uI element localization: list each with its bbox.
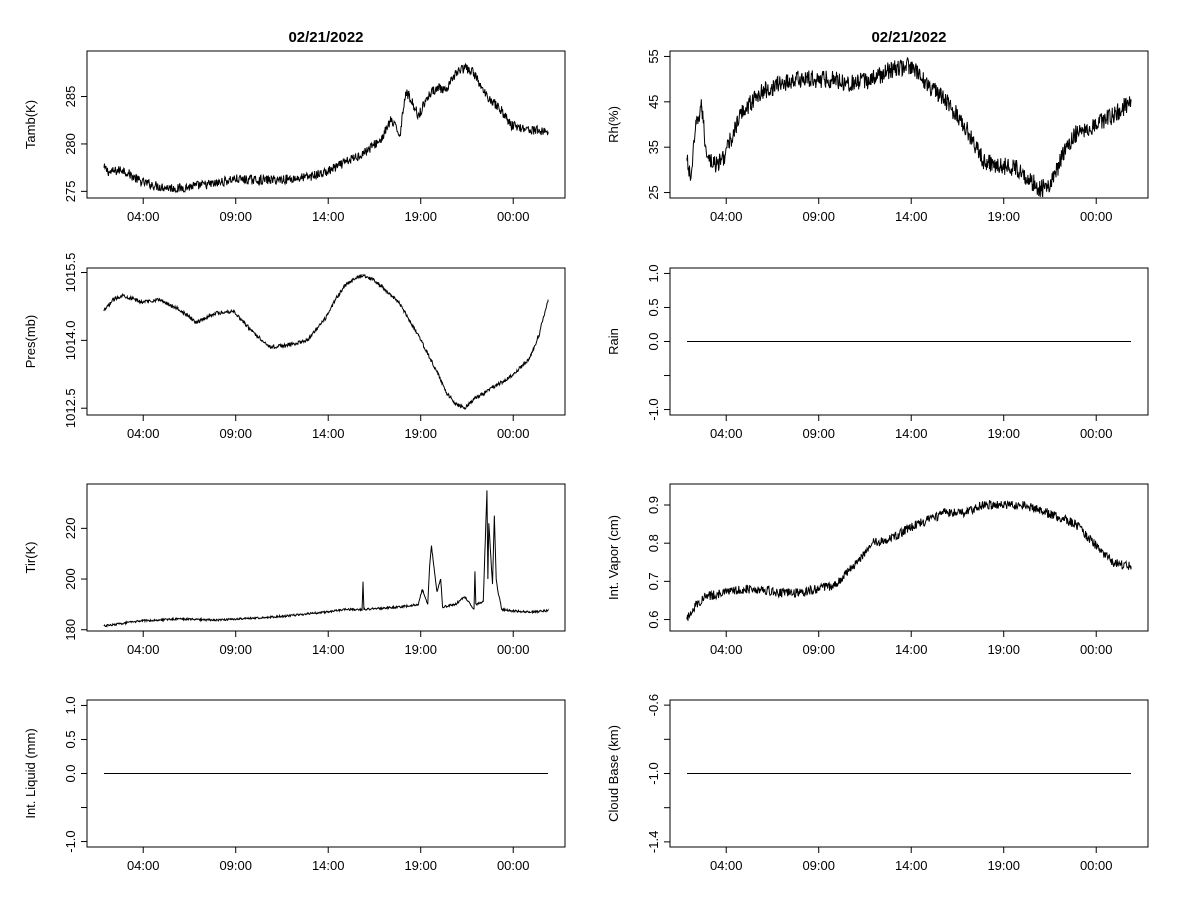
tir-x-tick-label: 19:00	[404, 642, 437, 657]
tir-plot-frame	[86, 483, 566, 632]
cloud-y-tick-label: -0.6	[646, 694, 661, 716]
liquid-y-tick-label: 0.0	[63, 764, 78, 782]
rh-y-tick-label: 45	[646, 95, 661, 109]
vapor-y-tick-label: 0.9	[646, 496, 661, 514]
rh-x-tick-label: 09:00	[802, 209, 835, 224]
rh-x-tick-label: 04:00	[710, 209, 743, 224]
vapor-y-tick-label: 0.8	[646, 534, 661, 552]
cloud-y-tick-label: -1.0	[646, 762, 661, 784]
pres-x-tick-label: 19:00	[404, 426, 437, 441]
rain-x-tick-label: 00:00	[1080, 426, 1113, 441]
rain-x-tick-label: 14:00	[895, 426, 928, 441]
tamb-x-tick-label: 00:00	[497, 209, 530, 224]
pres-y-tick-label: 1015.5	[63, 253, 78, 293]
tir-y-tick-label: 220	[63, 518, 78, 540]
pres-y-axis-label: Pres(mb)	[23, 315, 38, 368]
tamb-x-tick-label: 04:00	[127, 209, 160, 224]
vapor-x-tick-label: 14:00	[895, 642, 928, 657]
vapor-plot-frame	[669, 483, 1149, 632]
rain-y-tick-label: -1.0	[646, 398, 661, 420]
liquid-y-tick-label: 1.0	[63, 696, 78, 714]
vapor-y-tick-label: 0.7	[646, 572, 661, 590]
tamb-y-tick-label: 280	[63, 133, 78, 155]
vapor-x-tick-label: 00:00	[1080, 642, 1113, 657]
rain-y-tick-label: 0.0	[646, 332, 661, 350]
rh-title: 02/21/2022	[871, 29, 946, 46]
tir-x-tick-label: 00:00	[497, 642, 530, 657]
cloud-x-tick-label: 04:00	[710, 858, 743, 873]
rain-panel: 04:00 09:00 14:00 19:00 00:00 -1.0 0.0 0.5 1.0 Ra…	[606, 264, 1149, 441]
liquid-x-tick-label: 19:00	[404, 858, 437, 873]
tir-series-line	[103, 490, 549, 628]
vapor-x-tick-label: 04:00	[710, 642, 743, 657]
rh-y-tick-label: 35	[646, 140, 661, 154]
rain-x-tick-label: 09:00	[802, 426, 835, 441]
vapor-series-line	[686, 500, 1132, 621]
vapor-x-tick-label: 19:00	[987, 642, 1020, 657]
tir-y-tick-label: 200	[63, 568, 78, 590]
rh-x-tick-label: 19:00	[987, 209, 1020, 224]
liquid-x-tick-label: 09:00	[219, 858, 252, 873]
rh-panel: 04:00 09:00 14:00 19:00 00:00 25 35 45 55 Rh(%) 02…	[606, 29, 1149, 224]
pres-plot-frame	[86, 267, 566, 416]
pres-y-tick-label: 1014.0	[63, 320, 78, 360]
tamb-y-tick-label: 285	[63, 86, 78, 108]
rain-y-axis-label: Rain	[606, 328, 621, 355]
cloud-x-tick-label: 09:00	[802, 858, 835, 873]
tir-panel: 04:00 09:00 14:00 19:00 00:00 180 200 220 Tir(K)	[23, 483, 566, 657]
tir-x-tick-label: 04:00	[127, 642, 160, 657]
tamb-y-tick-label: 275	[63, 181, 78, 203]
cloud-x-tick-label: 00:00	[1080, 858, 1113, 873]
rh-series-line	[686, 57, 1132, 198]
liquid-panel: 04:00 09:00 14:00 19:00 00:00 -1.0 0.0 0.5 1.0 In…	[23, 696, 566, 873]
pres-x-tick-label: 00:00	[497, 426, 530, 441]
liquid-y-tick-label: 0.5	[63, 730, 78, 748]
pres-x-tick-label: 09:00	[219, 426, 252, 441]
pres-x-tick-label: 04:00	[127, 426, 160, 441]
cloud-y-tick-label: -1.4	[646, 831, 661, 853]
tir-y-axis-label: Tir(K)	[23, 541, 38, 573]
liquid-x-tick-label: 00:00	[497, 858, 530, 873]
pres-series-line	[103, 274, 549, 410]
tamb-y-axis-label: Tamb(K)	[23, 100, 38, 149]
tir-x-tick-label: 14:00	[312, 642, 345, 657]
rain-x-tick-label: 04:00	[710, 426, 743, 441]
rh-plot-frame	[669, 50, 1149, 199]
pres-x-tick-label: 14:00	[312, 426, 345, 441]
rh-y-tick-label: 25	[646, 185, 661, 199]
liquid-y-tick-label: -1.0	[63, 830, 78, 852]
cloud-x-tick-label: 14:00	[895, 858, 928, 873]
rh-x-tick-label: 00:00	[1080, 209, 1113, 224]
rh-x-tick-label: 14:00	[895, 209, 928, 224]
tamb-x-tick-label: 14:00	[312, 209, 345, 224]
rain-y-tick-label: 1.0	[646, 264, 661, 282]
tir-x-tick-label: 09:00	[219, 642, 252, 657]
rain-x-tick-label: 19:00	[987, 426, 1020, 441]
liquid-x-tick-label: 14:00	[312, 858, 345, 873]
cloud-panel: 04:00 09:00 14:00 19:00 00:00 -1.4 -1.0 -0.6 Clo…	[606, 694, 1149, 873]
rh-y-axis-label: Rh(%)	[606, 106, 621, 143]
liquid-y-axis-label: Int. Liquid (mm)	[23, 728, 38, 818]
tamb-x-tick-label: 09:00	[219, 209, 252, 224]
tir-y-tick-label: 180	[63, 619, 78, 641]
tamb-series-line	[103, 62, 549, 194]
pres-y-tick-label: 1012.5	[63, 388, 78, 428]
tamb-panel: 04:00 09:00 14:00 19:00 00:00 275 280 285 Tamb(K…	[23, 29, 566, 224]
tamb-x-tick-label: 19:00	[404, 209, 437, 224]
rain-y-tick-label: 0.5	[646, 298, 661, 316]
vapor-y-axis-label: Int. Vapor (cm)	[606, 515, 621, 600]
vapor-x-tick-label: 09:00	[802, 642, 835, 657]
pres-panel: 04:00 09:00 14:00 19:00 00:00 1012.5 1014.0 101…	[23, 253, 566, 441]
liquid-x-tick-label: 04:00	[127, 858, 160, 873]
tamb-title: 02/21/2022	[288, 29, 363, 46]
cloud-y-axis-label: Cloud Base (km)	[606, 725, 621, 822]
vapor-panel: 04:00 09:00 14:00 19:00 00:00 0.6 0.7 0.8 0.9 Int…	[606, 483, 1149, 657]
vapor-y-tick-label: 0.6	[646, 611, 661, 629]
rh-y-tick-label: 55	[646, 49, 661, 63]
tamb-plot-frame	[86, 50, 566, 199]
cloud-x-tick-label: 19:00	[987, 858, 1020, 873]
